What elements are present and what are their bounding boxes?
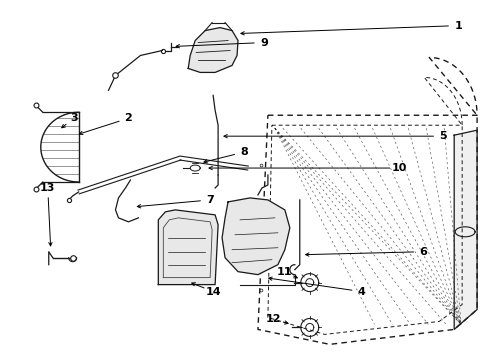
Text: 3: 3: [70, 113, 77, 123]
Polygon shape: [222, 198, 289, 275]
Text: 13: 13: [40, 183, 55, 193]
Text: 8: 8: [240, 147, 247, 157]
Circle shape: [254, 227, 261, 233]
Text: 1: 1: [453, 21, 461, 31]
Text: 12: 12: [265, 314, 281, 324]
Text: 2: 2: [124, 113, 132, 123]
Polygon shape: [188, 28, 238, 72]
Text: 5: 5: [439, 131, 446, 141]
Text: 9: 9: [260, 37, 267, 48]
Text: 10: 10: [391, 163, 406, 173]
Polygon shape: [453, 130, 476, 329]
Text: 14: 14: [205, 287, 221, 297]
Text: 4: 4: [357, 287, 365, 297]
Text: 11: 11: [277, 267, 292, 276]
Polygon shape: [158, 210, 218, 285]
Text: 7: 7: [206, 195, 214, 205]
Text: 6: 6: [419, 247, 427, 257]
